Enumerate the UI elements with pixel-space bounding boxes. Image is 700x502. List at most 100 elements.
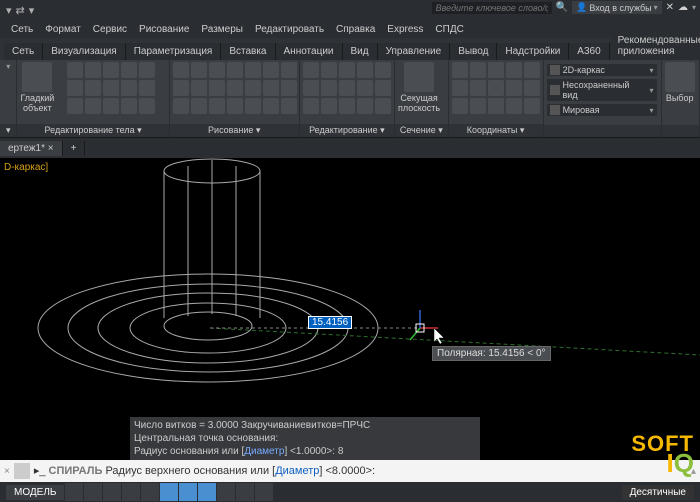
drawing-canvas[interactable]: D-каркас] 15.4156 Полярная: 15.4156 < 0° [0, 158, 700, 460]
ribbon-tab[interactable]: Параметризация [126, 43, 222, 60]
menu-item[interactable]: Размеры [196, 24, 248, 35]
status-toggle[interactable] [65, 483, 83, 501]
ribbon-icon[interactable] [85, 62, 101, 78]
ribbon-tab[interactable]: Вывод [450, 43, 497, 60]
status-toggle[interactable] [236, 483, 254, 501]
panel-title[interactable]: Сечение ▾ [395, 124, 448, 137]
ribbon-icon[interactable] [470, 62, 486, 78]
ribbon-icon[interactable] [452, 98, 468, 114]
keyword-search-input[interactable] [432, 2, 552, 14]
ribbon-icon[interactable] [357, 98, 373, 114]
panel-title[interactable]: Редактирование ▾ [300, 124, 394, 137]
ribbon-icon[interactable] [281, 62, 297, 78]
ribbon-tab[interactable]: Аннотации [276, 43, 343, 60]
cmdline-close-icon[interactable]: × [4, 466, 10, 477]
ribbon-icon[interactable] [488, 80, 504, 96]
ribbon-icon[interactable] [139, 98, 155, 114]
login-button[interactable]: 👤 Вход в службы ▾ [572, 1, 661, 14]
ribbon-icon[interactable] [173, 80, 189, 96]
ribbon-icon[interactable] [470, 80, 486, 96]
saved-view-dropdown[interactable]: Несохраненный вид▾ [547, 79, 657, 101]
status-toggle[interactable] [122, 483, 140, 501]
qat-icon[interactable]: ⇄ [16, 4, 25, 17]
ribbon-icon[interactable] [209, 98, 225, 114]
ribbon-icon[interactable] [263, 80, 279, 96]
ribbon-icon[interactable] [209, 80, 225, 96]
ribbon-icon[interactable] [121, 80, 137, 96]
ribbon-panel-menu[interactable]: ▾ ▾ [0, 60, 17, 137]
search-icon[interactable]: 🔍 [556, 2, 568, 13]
qat-icon[interactable]: ▾ [6, 4, 12, 17]
ribbon-icon[interactable] [506, 62, 522, 78]
ribbon-icon[interactable] [67, 62, 83, 78]
ribbon-icon[interactable] [263, 98, 279, 114]
ribbon-icon[interactable] [339, 80, 355, 96]
ribbon-icon[interactable] [245, 80, 261, 96]
ribbon-icon[interactable] [227, 62, 243, 78]
ribbon-icon[interactable] [303, 62, 319, 78]
status-toggle[interactable] [179, 483, 197, 501]
ribbon-icon[interactable] [121, 98, 137, 114]
ribbon-icon[interactable] [506, 80, 522, 96]
menu-item[interactable]: Редактировать [250, 24, 329, 35]
ribbon-icon[interactable] [139, 62, 155, 78]
ribbon-icon[interactable] [67, 98, 83, 114]
ribbon-icon[interactable] [67, 80, 83, 96]
new-tab-button[interactable]: + [63, 141, 86, 156]
ribbon-icon[interactable] [263, 62, 279, 78]
menu-item[interactable]: Сервис [88, 24, 132, 35]
ribbon-icon[interactable] [357, 62, 373, 78]
qat-icon[interactable]: ▾ [29, 4, 35, 17]
status-toggle[interactable] [198, 483, 216, 501]
menu-item[interactable]: Справка [331, 24, 380, 35]
status-toggle[interactable] [217, 483, 235, 501]
ribbon-icon[interactable] [303, 98, 319, 114]
ribbon-icon[interactable] [488, 62, 504, 78]
ribbon-tab[interactable]: A360 [569, 43, 609, 60]
cloud-icon[interactable]: ☁ [678, 2, 688, 13]
panel-title[interactable]: Рисование ▾ [170, 124, 299, 137]
ribbon-icon[interactable] [339, 62, 355, 78]
status-toggle[interactable] [255, 483, 273, 501]
ribbon-icon[interactable] [103, 62, 119, 78]
units-label[interactable]: Десятичные [622, 485, 694, 500]
ribbon-icon[interactable] [139, 80, 155, 96]
ribbon-icon[interactable] [209, 62, 225, 78]
ribbon-icon[interactable] [173, 98, 189, 114]
ribbon-tab[interactable]: Сеть [4, 43, 43, 60]
ribbon-icon[interactable] [321, 80, 337, 96]
smooth-object-button[interactable]: Гладкий объект [20, 62, 54, 114]
ribbon-icon[interactable] [103, 80, 119, 96]
command-line[interactable]: × ▸_ СПИРАЛЬ Радиус верхнего основания и… [0, 460, 700, 482]
exchange-icon[interactable]: ✕ [666, 2, 674, 13]
ribbon-icon[interactable] [245, 62, 261, 78]
ribbon-tab[interactable]: Визуализация [43, 43, 125, 60]
ribbon-icon[interactable] [121, 62, 137, 78]
ribbon-icon[interactable] [191, 80, 207, 96]
model-space-button[interactable]: МОДЕЛЬ [6, 485, 64, 500]
ribbon-tab[interactable]: Управление [378, 43, 451, 60]
ribbon-icon[interactable] [321, 62, 337, 78]
ribbon-tab[interactable]: Рекомендованные приложения [610, 32, 700, 60]
ribbon-icon[interactable] [227, 98, 243, 114]
ribbon-icon[interactable] [375, 62, 391, 78]
menu-item[interactable]: Рисование [134, 24, 194, 35]
status-toggle[interactable] [84, 483, 102, 501]
ucs-dropdown[interactable]: Мировая▾ [547, 104, 657, 116]
ribbon-icon[interactable] [281, 98, 297, 114]
ribbon-icon[interactable] [103, 98, 119, 114]
ribbon-tab[interactable]: Надстройки [497, 43, 569, 60]
menu-item[interactable]: Формат [40, 24, 86, 35]
menu-item[interactable]: Express [382, 24, 428, 35]
ribbon-icon[interactable] [321, 98, 337, 114]
ribbon-tab[interactable]: Вставка [221, 43, 275, 60]
ribbon-icon[interactable] [506, 98, 522, 114]
close-tab-icon[interactable]: × [48, 143, 54, 154]
ribbon-icon[interactable] [488, 98, 504, 114]
section-plane-button[interactable]: Секущая плоскость [398, 62, 445, 124]
ribbon-icon[interactable] [227, 80, 243, 96]
document-tab[interactable]: ертеж1* × [0, 141, 63, 156]
ribbon-icon[interactable] [375, 80, 391, 96]
ribbon-icon[interactable] [85, 80, 101, 96]
ribbon-icon[interactable] [281, 80, 297, 96]
